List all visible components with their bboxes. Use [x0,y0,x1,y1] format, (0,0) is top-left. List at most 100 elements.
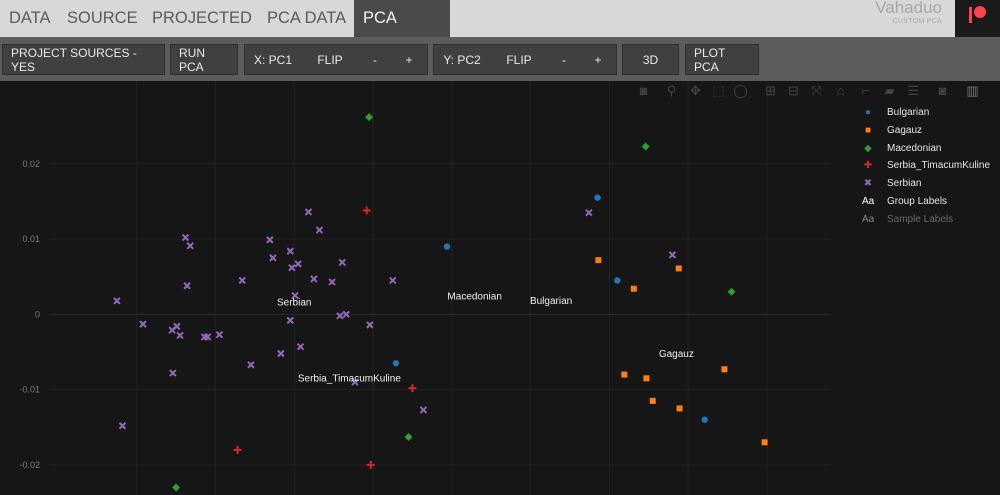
point-serbian [291,291,299,300]
camera-icon[interactable]: ◙ [639,83,648,98]
point-serbian [288,263,296,272]
legend-item-serbian[interactable]: Serbian [887,178,922,190]
point-gagauz [630,285,637,292]
toolbar: PROJECT SOURCES - YES RUN PCA X: PC1 FLI… [0,37,1000,81]
y-tick-label: -0.01 [19,385,40,395]
point-serbian [139,320,147,328]
y-flip-button[interactable]: FLIP [506,52,532,67]
point-gagauz [675,265,682,272]
home-icon[interactable]: ⌂ [836,83,845,98]
point-gagauz [643,375,650,382]
point-serbian [277,349,285,358]
group-label: Serbian [277,297,311,308]
point-bulgarian [443,243,451,250]
y-tick-label: 0.01 [22,234,40,244]
point-gagauz [621,371,628,378]
plot-area[interactable]: 0.02 0.01 0 -0.01 -0.02 Serbian Macedonian Bulg… [0,81,1000,495]
point-serbian [183,282,191,290]
point-serbian [668,251,677,259]
point-serbia-timacumkuline [362,206,371,215]
group-label: Macedonian [447,291,501,302]
x-axis-select[interactable]: X: PC1 [253,52,292,67]
brand-name: Vahaduo [875,0,942,17]
plot-pca-button[interactable]: PLOT PCA [685,44,759,75]
point-serbian [585,209,593,217]
legend-item-group-labels[interactable]: Group Labels [887,196,948,207]
point-gagauz [649,397,656,404]
3d-label: 3D [642,52,659,67]
legend-symbol-macedonian[interactable]: ◆ [864,142,872,154]
point-serbian [169,369,177,377]
point-macedonian [365,113,374,122]
point-serbian [176,331,184,340]
point-serbia-timacumkuline [366,460,375,469]
point-serbian [366,321,374,329]
tab-projected[interactable]: PROJECTED [152,9,252,27]
point-serbian [215,330,224,339]
legend-symbol-group-labels[interactable]: Aa [862,196,875,207]
legend-item-serbia-timacumkuline[interactable]: Serbia_TimacumKuline [887,160,991,172]
project-sources-button[interactable]: PROJECT SOURCES - YES [2,44,165,75]
point-serbia-timacumkuline [408,384,417,393]
point-serbian [342,310,350,319]
x-flip-button[interactable]: FLIP [317,52,343,67]
point-serbian [181,233,190,242]
x-minus-button[interactable]: - [373,52,377,67]
legend-item-gagauz[interactable]: Gagauz [887,124,923,136]
point-serbian [269,254,277,262]
point-macedonian [172,483,181,492]
point-bulgarian [614,277,621,284]
patreon-icon [969,7,972,23]
lasso-icon[interactable]: ◯ [733,83,748,98]
brand-subtitle: CUSTOM PCA [892,18,942,25]
legend-symbol-sample-labels[interactable]: Aa [862,213,875,225]
autoscale-icon[interactable]: ⤧ [811,83,822,98]
top-navigation: DATA SOURCE PROJECTED PCA DATA PCA PLOT … [0,0,1000,63]
point-serbian [186,242,194,250]
3d-button[interactable]: 3D [622,44,679,75]
point-serbia-timacumkuline [233,445,242,454]
patreon-icon-dot [974,6,986,18]
point-bulgarian [701,416,708,423]
point-serbian [328,278,336,286]
point-serbian [113,297,121,305]
tab-pca-data[interactable]: PCA DATA [267,9,347,27]
point-serbian [247,361,255,369]
legend-symbol-serbia-timacumkuline[interactable]: ✚ [863,160,873,172]
legend-symbol-bulgarian[interactable]: ● [864,107,872,118]
point-macedonian [727,287,736,296]
y-plus-button[interactable]: + [594,52,602,67]
point-serbian [419,406,428,414]
legend-item-macedonian[interactable]: Macedonian [887,142,942,154]
pan-icon[interactable]: ✥ [690,83,701,98]
zoom-in-icon[interactable]: ⊞ [765,83,776,98]
patreon-button[interactable] [955,0,1000,37]
hover-compare-icon[interactable]: ☰ [907,83,920,98]
spike-icon[interactable]: ⌐ [861,83,870,98]
tab-source[interactable]: SOURCE [67,9,138,27]
legend-symbol-gagauz[interactable]: ■ [864,124,872,136]
x-plus-button[interactable]: + [405,52,413,67]
point-serbian [315,226,324,234]
point-gagauz [676,405,683,412]
camera-icon-2[interactable]: ◙ [938,83,947,98]
point-serbian [338,258,347,267]
point-serbian [173,322,181,331]
group-label: Bulgarian [530,296,572,307]
hover-closest-icon[interactable]: ▰ [884,83,895,98]
y-minus-button[interactable]: - [562,52,566,67]
plot-pca-label: PLOT PCA [694,45,726,74]
run-pca-button[interactable]: RUN PCA [170,44,238,75]
plotly-logo-icon[interactable]: ▥ [966,83,979,98]
pca-scatter-plot[interactable]: 0.02 0.01 0 -0.01 -0.02 Serbian Macedonian Bulg… [0,81,1000,495]
y-axis-select[interactable]: Y: PC2 [443,52,481,67]
zoom-out-icon[interactable]: ⊟ [788,83,799,98]
box-select-icon[interactable]: ⬚ [712,83,725,98]
tab-pca-plot[interactable]: PCA PLOT [354,0,450,63]
legend-item-sample-labels[interactable]: Sample Labels [887,213,954,225]
legend-item-bulgarian[interactable]: Bulgarian [887,107,930,118]
zoom-icon[interactable]: ⚲ [666,83,677,98]
tab-data[interactable]: DATA [9,9,51,27]
point-serbian [286,316,295,325]
legend-symbol-serbian[interactable]: ✖ [863,178,873,190]
